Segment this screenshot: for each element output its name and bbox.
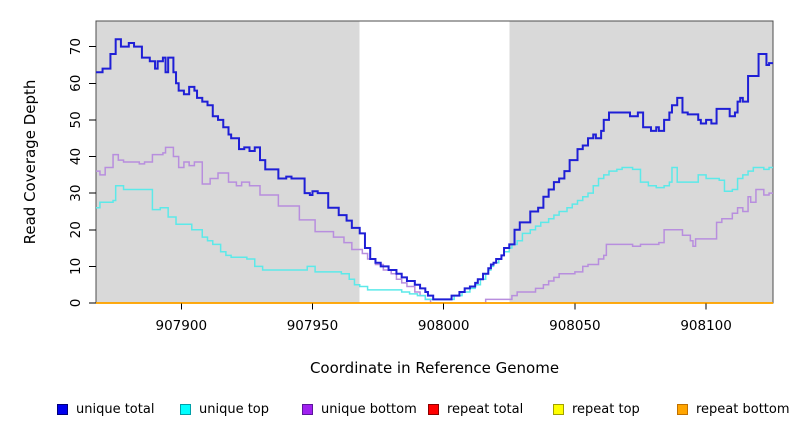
legend-label: repeat top xyxy=(572,401,640,417)
repeat-top-swatch-icon xyxy=(553,403,564,415)
repeat-total-swatch-icon xyxy=(428,403,439,415)
legend: unique total unique top unique bottom re… xyxy=(0,398,792,420)
x-tick-label: 907900 xyxy=(156,318,208,334)
legend-item-unique-bottom: unique bottom xyxy=(302,398,417,420)
series-line-unique-total xyxy=(96,38,773,301)
y-tick-label: 70 xyxy=(68,38,84,55)
legend-label: unique total xyxy=(76,401,155,417)
legend-item-unique-total: unique total xyxy=(57,398,154,420)
y-tick-label: 20 xyxy=(68,221,84,238)
unique-bottom-swatch-icon xyxy=(302,403,313,415)
unique-total-swatch-icon xyxy=(57,403,68,415)
highlight-band xyxy=(359,21,510,303)
unique-top-swatch-icon xyxy=(180,403,191,415)
x-axis: 907900 907950 908000 908050 908100 xyxy=(156,303,732,334)
legend-label: unique bottom xyxy=(321,401,417,417)
x-tick-label: 907950 xyxy=(287,318,339,334)
y-tick-label: 0 xyxy=(68,299,84,308)
legend-item-repeat-bottom: repeat bottom xyxy=(677,398,790,420)
series-lines xyxy=(96,38,773,304)
legend-label: repeat bottom xyxy=(696,401,790,417)
legend-item-repeat-top: repeat top xyxy=(553,398,640,420)
coverage-plot-canvas: 907900 907950 908000 908050 908100 0 10 20 30 40 5… xyxy=(68,20,774,334)
x-tick-label: 908000 xyxy=(418,318,470,334)
legend-label: unique top xyxy=(199,401,270,417)
y-tick-label: 30 xyxy=(68,185,84,202)
y-axis-title: Read Coverage Depth xyxy=(21,79,39,245)
x-axis-title: Coordinate in Reference Genome xyxy=(309,359,560,377)
legend-item-unique-top: unique top xyxy=(180,398,269,420)
x-tick-label: 908050 xyxy=(549,318,601,334)
series-line-unique-bottom xyxy=(96,146,773,304)
y-tick-label: 50 xyxy=(68,111,84,128)
y-tick-label: 60 xyxy=(68,75,84,92)
y-tick-label: 40 xyxy=(68,148,84,165)
y-tick-label: 10 xyxy=(68,258,84,275)
y-axis: 0 10 20 30 40 50 60 70 xyxy=(68,38,96,307)
legend-label: repeat total xyxy=(447,401,524,417)
legend-item-repeat-total: repeat total xyxy=(428,398,523,420)
repeat-bottom-swatch-icon xyxy=(677,403,688,415)
x-tick-label: 908100 xyxy=(680,318,732,334)
